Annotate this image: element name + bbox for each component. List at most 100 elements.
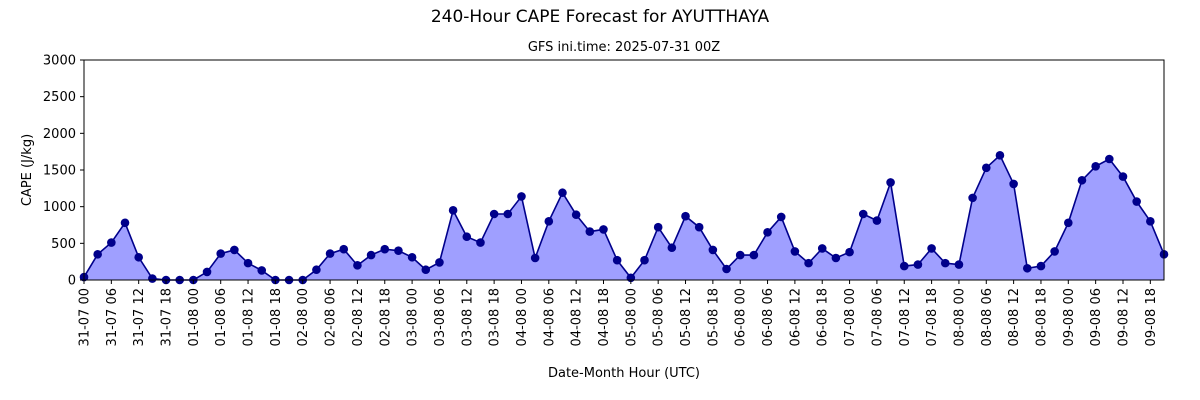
- data-point: [845, 247, 854, 257]
- data-point: [872, 216, 882, 225]
- data-point: [558, 188, 567, 198]
- plot-area: 0 500 1000 1500 2000 2500 3000 31-07 00 31-07 06…: [43, 54, 1169, 346]
- x-tick-label: 02-08 12: [351, 288, 366, 346]
- data-point: [230, 245, 239, 255]
- x-tick-label: 02-08 00: [296, 288, 311, 346]
- data-point: [1022, 263, 1032, 273]
- data-point: [120, 218, 130, 228]
- data-point: [899, 261, 909, 271]
- data-point: [653, 222, 663, 232]
- x-tick-label: 09-08 00: [1062, 288, 1077, 346]
- x-tick-label: 07-08 12: [898, 288, 913, 346]
- data-point: [776, 212, 786, 222]
- y-tick-label: 1000: [43, 200, 76, 215]
- data-point: [448, 206, 458, 215]
- data-point: [681, 211, 690, 221]
- x-tick-label: 05-08 00: [624, 288, 639, 346]
- x-tick-label: 05-08 18: [706, 288, 721, 346]
- data-point: [927, 244, 936, 253]
- data-point: [1146, 217, 1155, 226]
- data-point: [1091, 162, 1100, 171]
- x-tick-label: 05-08 06: [652, 288, 667, 346]
- data-point: [216, 249, 226, 258]
- x-tick-label: 08-08 12: [1007, 288, 1022, 346]
- data-point: [763, 228, 772, 237]
- data-point: [940, 258, 950, 268]
- data-point: [517, 192, 526, 201]
- data-point: [831, 253, 841, 263]
- data-point: [790, 247, 800, 256]
- x-tick-label: 07-08 18: [925, 288, 940, 346]
- cape-area-fill: [84, 155, 1164, 280]
- data-point: [913, 260, 923, 269]
- data-point: [1105, 154, 1114, 164]
- data-point: [202, 267, 212, 277]
- data-point: [257, 266, 267, 275]
- x-tick-label: 01-08 12: [242, 288, 257, 346]
- data-point: [394, 246, 403, 255]
- x-tick-label: 03-08 12: [460, 288, 475, 346]
- data-point: [599, 225, 608, 234]
- data-point: [339, 244, 349, 254]
- data-point: [1036, 261, 1046, 271]
- data-point: [380, 244, 390, 254]
- x-tick-label: 08-08 18: [1034, 288, 1049, 346]
- x-tick-label: 08-08 06: [980, 288, 995, 346]
- y-tick-label: 0: [68, 274, 76, 289]
- data-point: [407, 252, 417, 262]
- x-tick-label: 09-08 06: [1089, 288, 1104, 346]
- y-tick-label: 500: [51, 237, 76, 252]
- data-point: [1050, 247, 1059, 256]
- data-point: [667, 243, 677, 253]
- x-tick-label: 02-08 18: [378, 288, 393, 346]
- data-point: [1009, 179, 1018, 189]
- y-axis-label: CAPE (J/kg): [20, 134, 35, 206]
- x-tick-label: 06-08 00: [734, 288, 749, 346]
- x-tick-label: 06-08 12: [788, 288, 803, 346]
- data-point: [995, 151, 1005, 160]
- chart-subtitle: GFS ini.time: 2025-07-31 00Z: [528, 40, 720, 55]
- x-tick-label: 01-08 06: [214, 288, 229, 346]
- data-point: [571, 210, 581, 220]
- x-tick-label: 02-08 06: [324, 288, 339, 346]
- x-tick-label: 08-08 00: [952, 288, 967, 346]
- x-axis-label: Date-Month Hour (UTC): [548, 366, 700, 381]
- x-tick-label: 07-08 00: [843, 288, 858, 346]
- data-point: [435, 258, 444, 267]
- data-point: [148, 274, 157, 283]
- x-tick-label: 09-08 12: [1116, 288, 1131, 346]
- data-point: [585, 227, 595, 236]
- data-point: [325, 249, 335, 258]
- chart-title: 240-Hour CAPE Forecast for AYUTTHAYA: [431, 7, 770, 27]
- x-tick-label: 31-07 12: [132, 288, 147, 346]
- data-point: [476, 238, 485, 247]
- data-point: [886, 178, 895, 187]
- data-point: [708, 245, 718, 255]
- x-tick-label: 01-08 18: [269, 288, 284, 346]
- data-point: [817, 244, 827, 253]
- data-point: [107, 238, 116, 247]
- data-point: [544, 217, 554, 226]
- data-point: [462, 232, 472, 242]
- data-point: [1132, 197, 1141, 206]
- data-point: [353, 261, 362, 270]
- data-point: [1064, 218, 1073, 228]
- x-tick-label: 04-08 00: [515, 288, 530, 346]
- x-tick-label: 31-07 18: [160, 288, 175, 346]
- x-tick-label: 07-08 06: [870, 288, 885, 346]
- data-point: [804, 258, 813, 268]
- x-tick-label: 03-08 18: [488, 288, 503, 346]
- y-tick-label: 2000: [43, 127, 76, 142]
- data-point: [366, 250, 376, 260]
- data-point: [612, 255, 622, 265]
- x-tick-label: 09-08 18: [1144, 288, 1159, 346]
- data-point: [722, 264, 731, 274]
- data-point: [1118, 172, 1128, 181]
- x-tick-label: 01-08 00: [187, 288, 202, 346]
- data-point: [243, 258, 253, 268]
- data-point: [312, 265, 321, 275]
- data-point: [858, 209, 868, 219]
- data-point: [530, 253, 540, 263]
- x-tick-label: 04-08 18: [597, 288, 612, 346]
- data-point: [134, 252, 143, 262]
